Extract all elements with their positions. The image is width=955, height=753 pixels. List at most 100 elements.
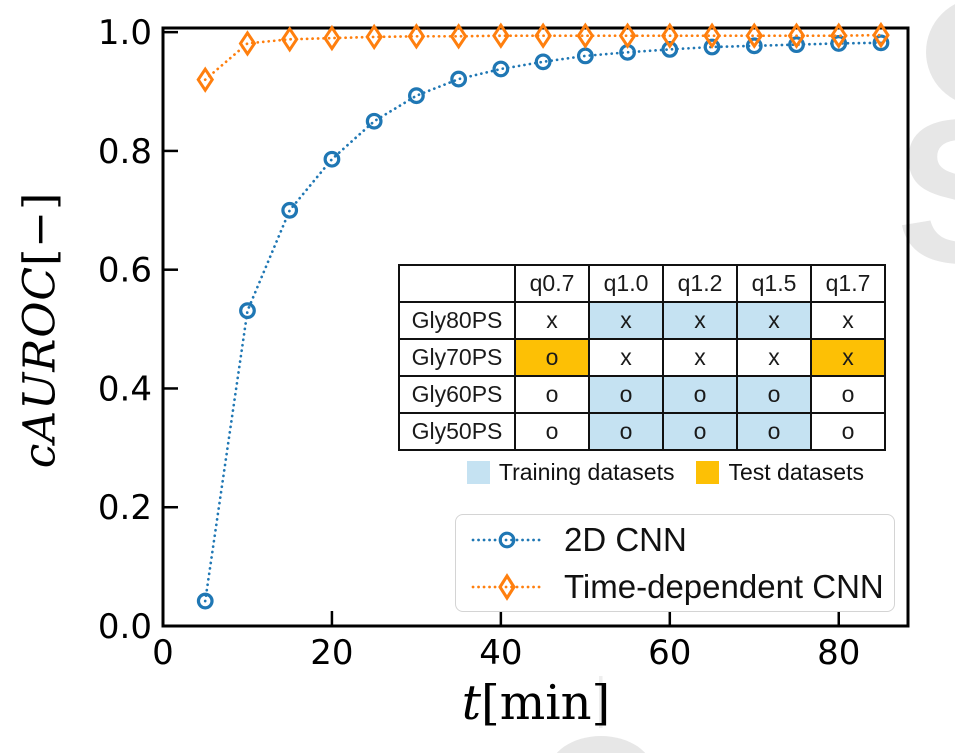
test-datasets-swatch-icon <box>696 460 720 484</box>
data-point-circle <box>365 112 383 130</box>
series-line-diamond <box>203 33 883 82</box>
data-point-circle <box>703 38 721 56</box>
table-cell: x <box>662 301 738 340</box>
table-cell: o <box>662 412 738 451</box>
data-point-circle <box>534 53 552 71</box>
x-axis-label-variable: t <box>461 675 482 731</box>
table-cell: x <box>662 338 738 377</box>
y-tick-label: 1.0 <box>98 13 152 53</box>
x-tick-label: 80 <box>817 633 860 673</box>
plot-border <box>161 26 910 628</box>
table-col-header: q1.7 <box>810 264 886 303</box>
y-axis-label-variable: cAUROC <box>14 265 66 469</box>
data-point-diamond <box>238 30 257 57</box>
data-point-circle <box>281 201 299 219</box>
data-point-diamond <box>365 23 383 51</box>
table-cell: o <box>514 412 590 451</box>
legend-item-2d-cnn: 2D CNN <box>466 518 894 562</box>
watermark-blob-bottom-icon <box>556 736 646 753</box>
training-datasets-swatch-icon <box>466 460 490 484</box>
data-point-diamond <box>492 22 510 49</box>
legend-label-2d-cnn: 2D CNN <box>564 520 687 558</box>
table-cell: o <box>514 338 590 377</box>
watermark-stem-icon <box>599 676 603 728</box>
y-tick-label: 0.2 <box>98 488 152 528</box>
data-point-diamond <box>280 26 299 53</box>
data-point-diamond <box>576 22 595 49</box>
x-axis-label: t[min] <box>462 675 611 731</box>
data-point-circle <box>872 34 890 52</box>
y-axis-label-unit: [−] <box>14 191 66 266</box>
x-axis-label-unit: [min] <box>481 675 611 731</box>
chart-legend: 2D CNN Time-dependent CNN <box>455 514 895 612</box>
y-tick-label: 0.8 <box>98 132 152 172</box>
table-row-label: Gly70PS <box>398 338 516 377</box>
data-point-diamond <box>534 22 552 49</box>
test-datasets-key-label: Test datasets <box>728 458 864 485</box>
table-col-header: q1.5 <box>736 264 812 303</box>
table-row: Gly80PS x x x x x <box>398 301 886 340</box>
table-cell: o <box>736 412 812 451</box>
y-axis-label: cAUROC[−] <box>15 192 66 469</box>
x-tick-label: 20 <box>310 633 353 673</box>
data-point-diamond <box>407 23 426 50</box>
table-cell: x <box>810 338 886 377</box>
table-corner-cell <box>398 264 516 303</box>
data-point-diamond <box>449 23 468 50</box>
data-point-circle <box>196 592 214 610</box>
dataset-key: Training datasets Test datasets <box>398 457 870 487</box>
table-col-header: q0.7 <box>514 264 590 303</box>
data-point-diamond <box>618 22 637 49</box>
table-row: Gly70PS o x x x x <box>398 338 886 377</box>
table-col-header: q1.2 <box>662 264 738 303</box>
table-header-row: q0.7 q1.0 q1.2 q1.5 q1.7 <box>398 264 886 303</box>
data-point-circle <box>492 60 510 78</box>
x-tick-label: 60 <box>648 633 691 673</box>
data-point-circle <box>745 37 763 55</box>
legend-item-time-dependent-cnn: Time-dependent CNN <box>466 565 894 609</box>
table-cell: x <box>588 338 664 377</box>
data-point-diamond <box>872 21 890 49</box>
table-cell: o <box>810 375 886 414</box>
data-point-diamond <box>196 66 215 93</box>
dataset-table: q0.7 q1.0 q1.2 q1.5 q1.7 Gly80PS x x x x x Gly70PS o… <box>398 264 886 451</box>
table-cell: x <box>736 338 812 377</box>
table-col-header: q1.0 <box>588 264 664 303</box>
y-tick-label: 0.6 <box>98 251 152 291</box>
data-point-circle <box>788 36 805 54</box>
data-point-circle <box>323 150 341 168</box>
legend-circle-marker-icon <box>471 531 543 548</box>
table-cell: o <box>662 375 738 414</box>
table-cell: o <box>588 375 664 414</box>
data-point-circle <box>450 70 468 88</box>
data-point-diamond <box>829 22 848 49</box>
data-point-diamond <box>661 22 679 49</box>
x-tick-label: 40 <box>479 633 522 673</box>
table-cell: o <box>514 375 590 414</box>
table-cell: o <box>588 412 664 451</box>
data-point-diamond <box>787 22 806 49</box>
table-cell: x <box>588 301 664 340</box>
legend-label-time-dependent-cnn: Time-dependent CNN <box>564 567 884 605</box>
table-cell: x <box>810 301 886 340</box>
data-point-circle <box>408 87 425 105</box>
table-cell: x <box>514 301 590 340</box>
series-line-circle <box>203 41 883 603</box>
table-row: Gly60PS o o o o o <box>398 375 886 414</box>
training-datasets-key-label: Training datasets <box>498 458 675 485</box>
watermark-blob-top-icon <box>926 4 955 100</box>
table-cell: o <box>736 375 812 414</box>
table-row-label: Gly60PS <box>398 375 516 414</box>
data-point-diamond <box>745 22 764 49</box>
data-point-circle <box>239 302 256 320</box>
data-point-diamond <box>703 22 721 49</box>
table-row-label: Gly50PS <box>398 412 516 451</box>
data-point-circle <box>830 35 848 52</box>
legend-diamond-marker-icon <box>471 572 543 601</box>
table-row: Gly50PS o o o o o <box>398 412 886 451</box>
y-tick-label: 0.4 <box>98 369 152 409</box>
watermark-letter-icon: S <box>896 77 955 306</box>
